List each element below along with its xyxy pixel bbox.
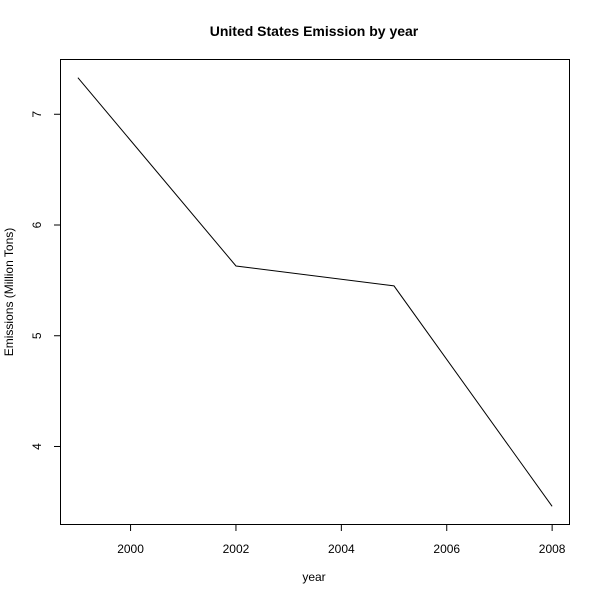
x-tick-label: 2002: [223, 542, 250, 556]
x-tick-label: 2004: [328, 542, 355, 556]
x-tick-label: 2000: [117, 542, 144, 556]
x-tick-label: 2006: [433, 542, 460, 556]
x-axis-label: year: [302, 570, 325, 584]
y-axis: 4 5 6 7: [30, 111, 61, 450]
y-tick-label: 5: [30, 332, 44, 339]
x-axis: 2000 2002 2004 2006 2008: [117, 524, 566, 556]
plot-frame: [60, 59, 570, 525]
chart-title: United States Emission by year: [210, 23, 419, 39]
y-tick-label: 4: [30, 443, 44, 450]
x-tick-label: 2008: [539, 542, 566, 556]
y-tick-label: 6: [30, 221, 44, 228]
y-axis-label: Emissions (Million Tons): [2, 228, 16, 356]
y-tick-label: 7: [30, 111, 44, 118]
emissions-series-line: [77, 77, 553, 507]
